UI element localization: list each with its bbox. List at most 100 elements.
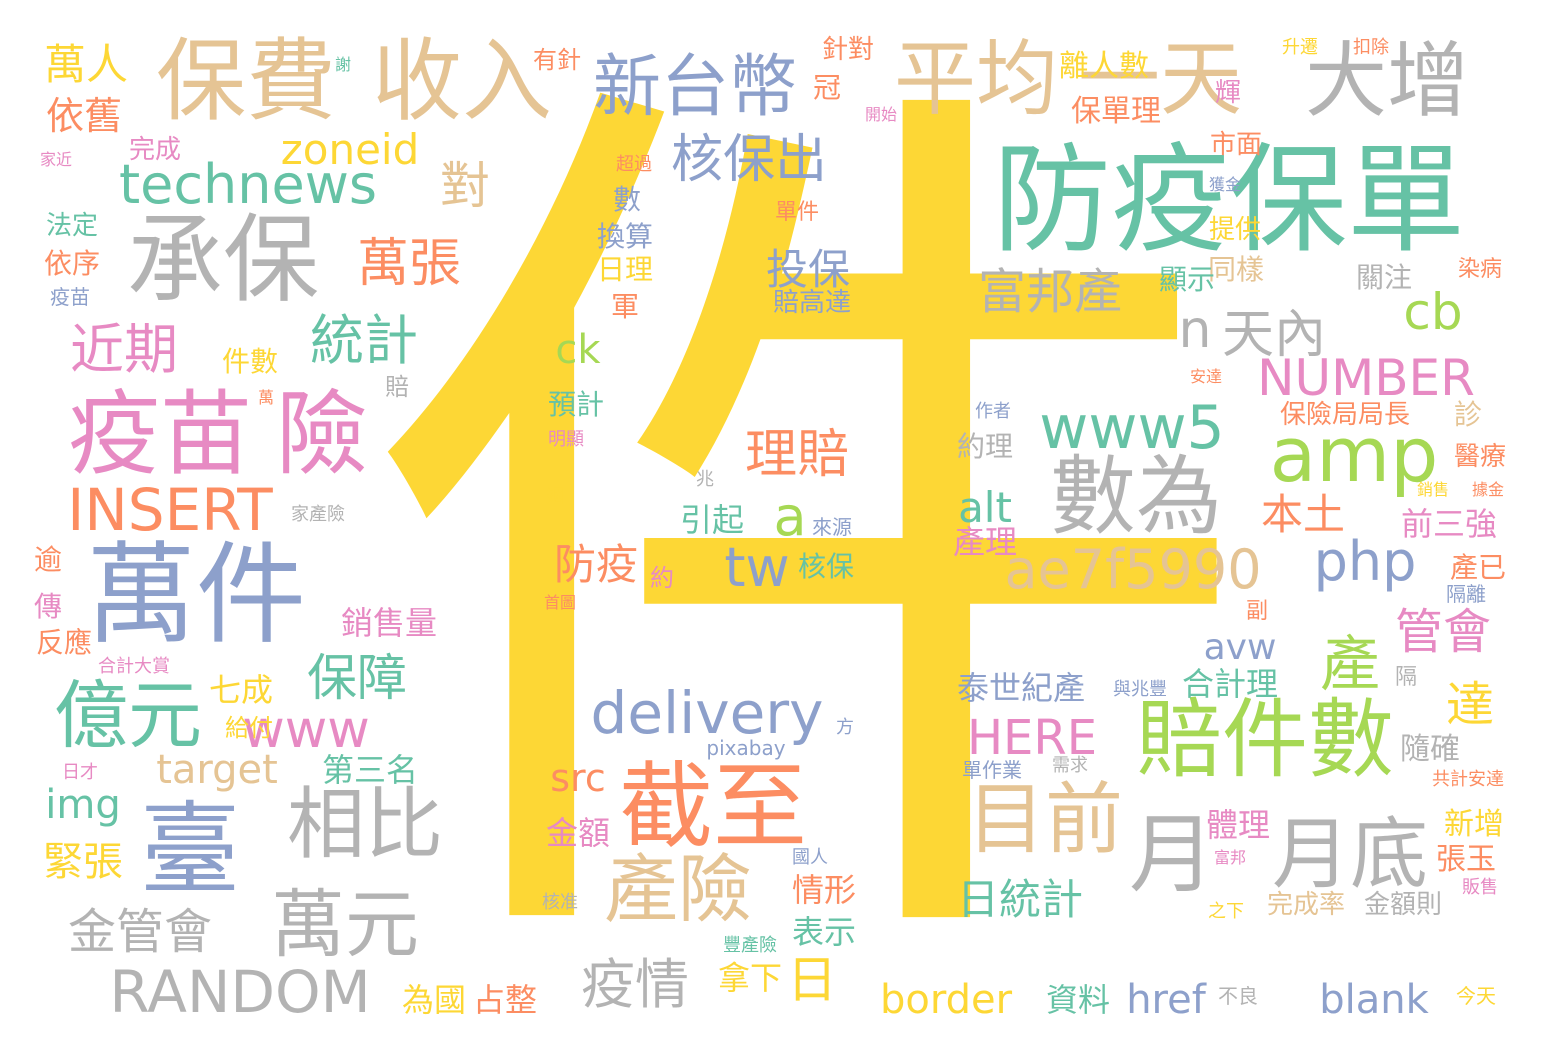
word-geli: 隔離 [1446,582,1486,606]
word-wanren: 萬人 [43,40,129,89]
word-shouru: 收入 [372,29,552,134]
word-www: www [242,700,370,760]
word-border: border [879,977,1013,1023]
word-guan: 冠 [812,71,842,104]
word-cb: cb [1403,283,1463,341]
word-yiqing: 疫情 [581,953,689,1016]
word-xinzeng: 新增 [1444,807,1504,842]
word-tongji: 統計 [310,309,418,372]
word-zhao: 兆 [696,469,714,490]
word-hebao: 核保 [797,550,855,583]
word-yue2: 約 [650,564,674,592]
word-da: 達 [1445,677,1495,733]
word-tw: tw [724,536,790,599]
word-yimiao2: 疫苗 [50,285,90,309]
word-tiannei: 天內 [1221,305,1327,365]
word-insert: INSERT [67,476,273,544]
word-ck: ck [555,327,601,373]
word-guanhui: 管會 [1394,604,1492,660]
word-href: href [1126,977,1206,1023]
word-fading: 法定 [45,211,99,241]
word-delivery: delivery [590,679,824,747]
word-chanyi: 產已 [1449,551,1507,584]
word-gongjianda: 共計安達 [1432,769,1504,790]
word-zoneid: zoneid [280,125,420,174]
word-jine: 金額 [545,814,611,852]
word-ri: 日 [787,951,837,1009]
word-pei: 賠 [385,373,409,401]
word-n: n [1178,300,1212,360]
word-mingxian: 明顯 [548,429,584,450]
word-wanchenglv: 完成率 [1266,890,1346,920]
word-zuozhe: 作者 [975,401,1011,422]
word-danzuoye: 單作業 [962,758,1022,782]
word-geifu: 給付 [225,714,273,742]
word-chanxian: 產險 [604,847,752,933]
word-yiliao: 醫療 [1453,442,1507,472]
word-alt: alt [958,483,1012,532]
word-xiaoshouliang: 銷售量 [340,604,438,642]
word-lirenshu: 離人數 [1059,49,1149,84]
word-dazeng: 大增 [1304,34,1470,129]
word-rili: 日理 [596,253,654,286]
word-tili: 體理 [1205,806,1271,844]
word-jian: 件 [359,11,1259,1052]
word-chaoguo: 超過 [616,154,652,175]
word-chan: 產 [1320,630,1380,700]
word-shu: 數 [612,183,642,216]
word-zhendui: 針對 [821,35,875,65]
word-jineze: 金額則 [1363,890,1443,920]
word-jianshu: 件數 [221,345,279,378]
word-laiyuan: 來源 [812,515,852,539]
word-yuzhaofeng: 與兆豐 [1113,679,1167,700]
word-fangyi-baodan: 防疫保單 [992,131,1466,269]
word-wancheng: 完成 [128,135,182,165]
word-target: target [156,747,278,793]
word-buliang: 不良 [1218,984,1258,1008]
word-ziliao: 資料 [1045,981,1111,1019]
word-yimiao: 疫苗 [67,381,253,488]
word-yue: 月 [1129,805,1215,905]
word-hebaochu: 核保出 [670,130,828,190]
word-qingxing: 情形 [791,871,857,909]
word-pixabay: pixabay [706,736,786,760]
word-tai: 臺 [140,791,240,908]
word-jujin: 據金 [1471,480,1505,499]
word-toubao: 投保 [765,245,851,294]
word-jinzhang: 緊張 [43,839,123,885]
word-xiangbi: 相比 [286,780,444,870]
word-danjian: 單件 [774,200,820,225]
word-zhen: 診 [1453,398,1483,431]
word-technews: technews [118,153,378,216]
word-jintian: 今天 [1456,984,1496,1008]
word-blank: blank [1319,977,1429,1023]
word-here: HERE [966,710,1098,766]
word-yixu: 依序 [43,247,101,280]
word-ranbing: 染病 [1457,257,1503,282]
word-fengchanxian: 豐產險 [723,935,777,956]
word-guanzhu: 關注 [1355,261,1413,294]
word-ge: 隔 [1394,665,1418,690]
word-fanshou: 販售 [1462,877,1498,898]
word-suique: 隨確 [1400,732,1460,767]
word-wan: 萬 [257,388,275,407]
word-xianshi: 顯示 [1158,263,1216,296]
word-wanjian: 萬件 [86,531,306,659]
word-shengqian: 升遷 [1282,37,1318,58]
word-yinqi: 引起 [679,501,745,539]
word-yin: 姻 [546,486,564,507]
word-huansuan: 換算 [596,220,654,253]
word-peigaoda: 賠高達 [772,288,852,318]
word-youzhen: 有針 [533,46,581,74]
word-qicheng: 七成 [208,671,274,709]
word-naxia: 拿下 [717,959,783,997]
word-kouchu: 扣除 [1353,37,1389,58]
word-muqian: 目前 [966,775,1124,865]
word-bentu: 本土 [1260,490,1346,539]
word-chengbao: 承保 [127,204,319,316]
word-www5: www5 [1039,393,1225,463]
word-hejidashang: 合計大賞 [98,656,170,677]
word-tigong: 提供 [1208,215,1262,245]
word-ritongji: 日統計 [956,875,1084,924]
